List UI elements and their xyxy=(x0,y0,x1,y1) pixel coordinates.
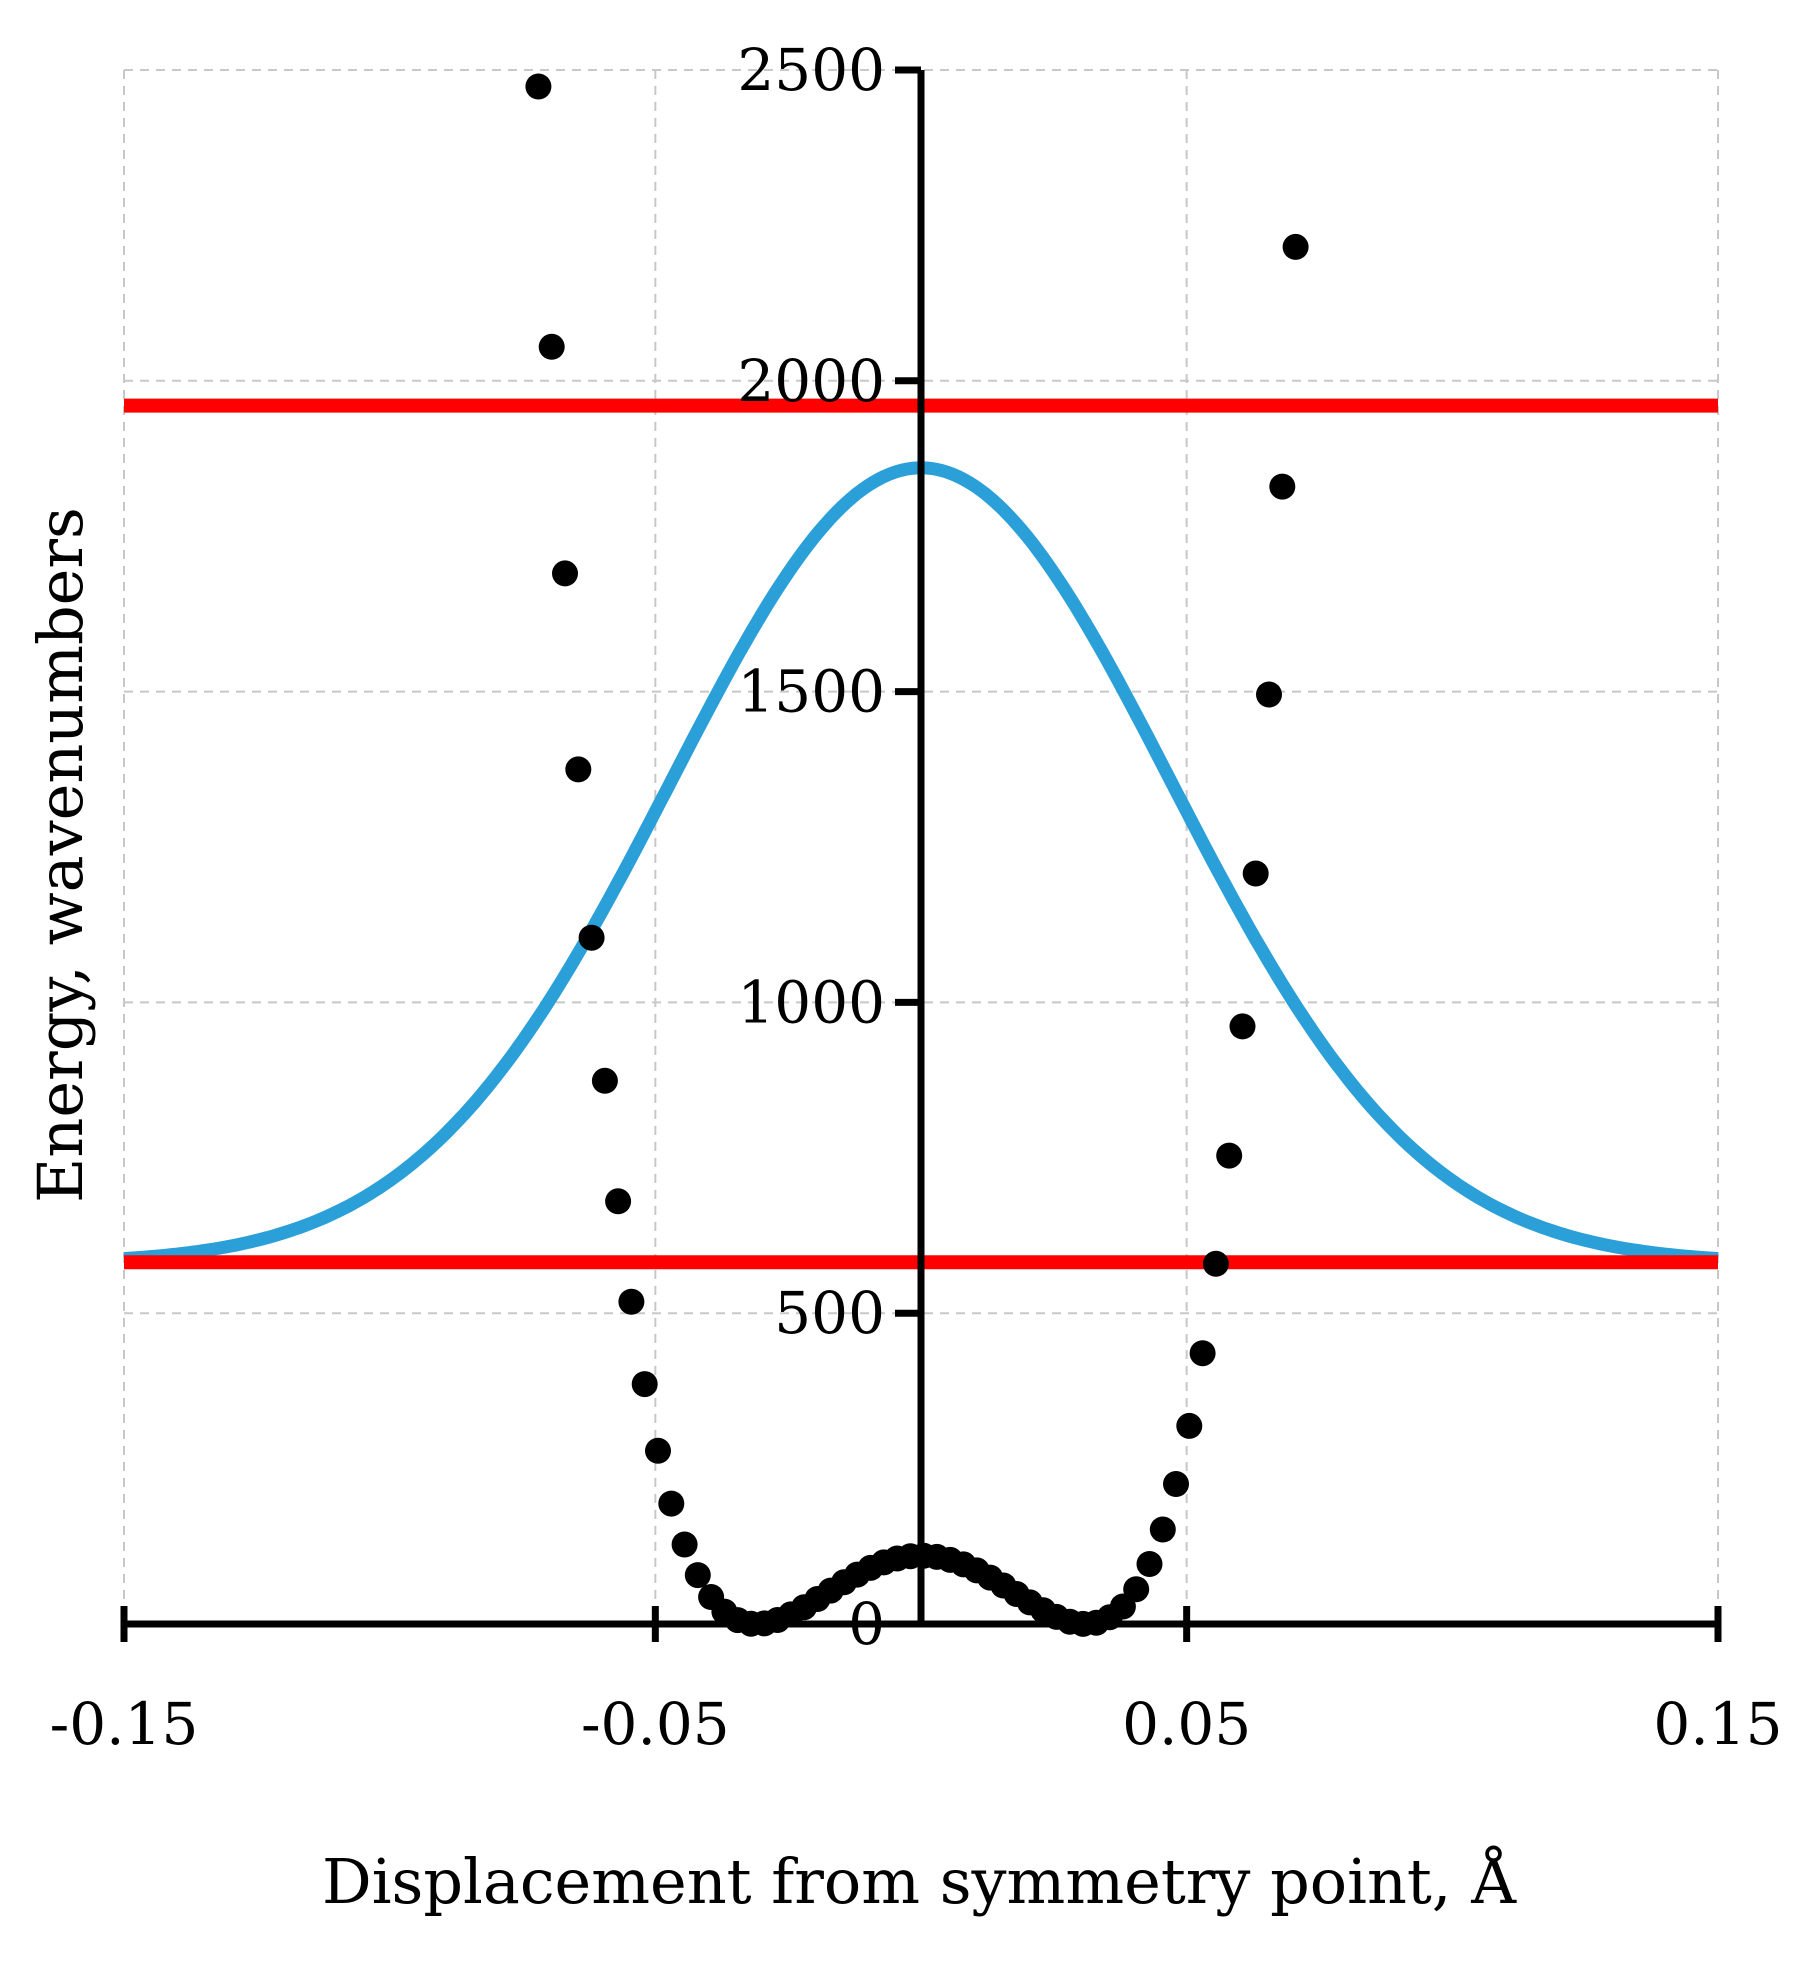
y-tick-label: 2500 xyxy=(737,36,885,104)
y-tick-label: 500 xyxy=(774,1279,885,1347)
y-tick-label: 1000 xyxy=(737,968,885,1036)
potential-point xyxy=(591,1067,618,1094)
potential-point xyxy=(1149,1516,1176,1543)
potential-point xyxy=(1163,1471,1189,1497)
grid-lines xyxy=(123,69,1719,1624)
potential-point xyxy=(1269,473,1296,500)
axes xyxy=(120,66,1722,1642)
potential-point xyxy=(1176,1412,1203,1439)
potential-point xyxy=(578,924,605,951)
potential-point xyxy=(671,1531,698,1558)
potential-point xyxy=(684,1562,711,1589)
potential-point xyxy=(525,73,552,100)
potential-point xyxy=(1256,681,1282,708)
potential-point xyxy=(538,333,565,360)
potential-point xyxy=(1123,1576,1150,1603)
x-tick-label: -0.15 xyxy=(50,1690,199,1758)
tick-labels: -0.15 -0.05 0.05 0.15 2500 2000 1500 1000 500 0 xyxy=(50,36,1783,1758)
y-tick-label: 0 xyxy=(848,1590,885,1658)
potential-point xyxy=(605,1188,632,1215)
potential-point xyxy=(1216,1142,1243,1169)
y-tick-label: 1500 xyxy=(737,658,885,726)
potential-series xyxy=(525,73,1309,1637)
y-axis-title: Energy, wavenumbers xyxy=(24,507,97,1203)
potential-point xyxy=(1282,233,1309,260)
y-tick-label: 2000 xyxy=(737,347,885,415)
x-tick-label: -0.05 xyxy=(581,1690,730,1758)
potential-point xyxy=(658,1490,685,1517)
x-tick-label: 0.05 xyxy=(1122,1690,1251,1758)
potential-point xyxy=(1229,1013,1256,1040)
potential-point xyxy=(645,1437,671,1464)
potential-point xyxy=(631,1371,658,1398)
potential-point xyxy=(552,560,578,587)
potential-point xyxy=(1136,1551,1163,1577)
x-tick-label: 0.15 xyxy=(1653,1690,1782,1758)
potential-point xyxy=(1242,860,1269,887)
potential-point xyxy=(565,756,592,783)
x-axis-title: Displacement from symmetry point, Å xyxy=(322,1845,1517,1918)
potential-point xyxy=(1189,1340,1216,1367)
potential-point xyxy=(618,1288,645,1315)
potential-point xyxy=(1202,1250,1229,1277)
